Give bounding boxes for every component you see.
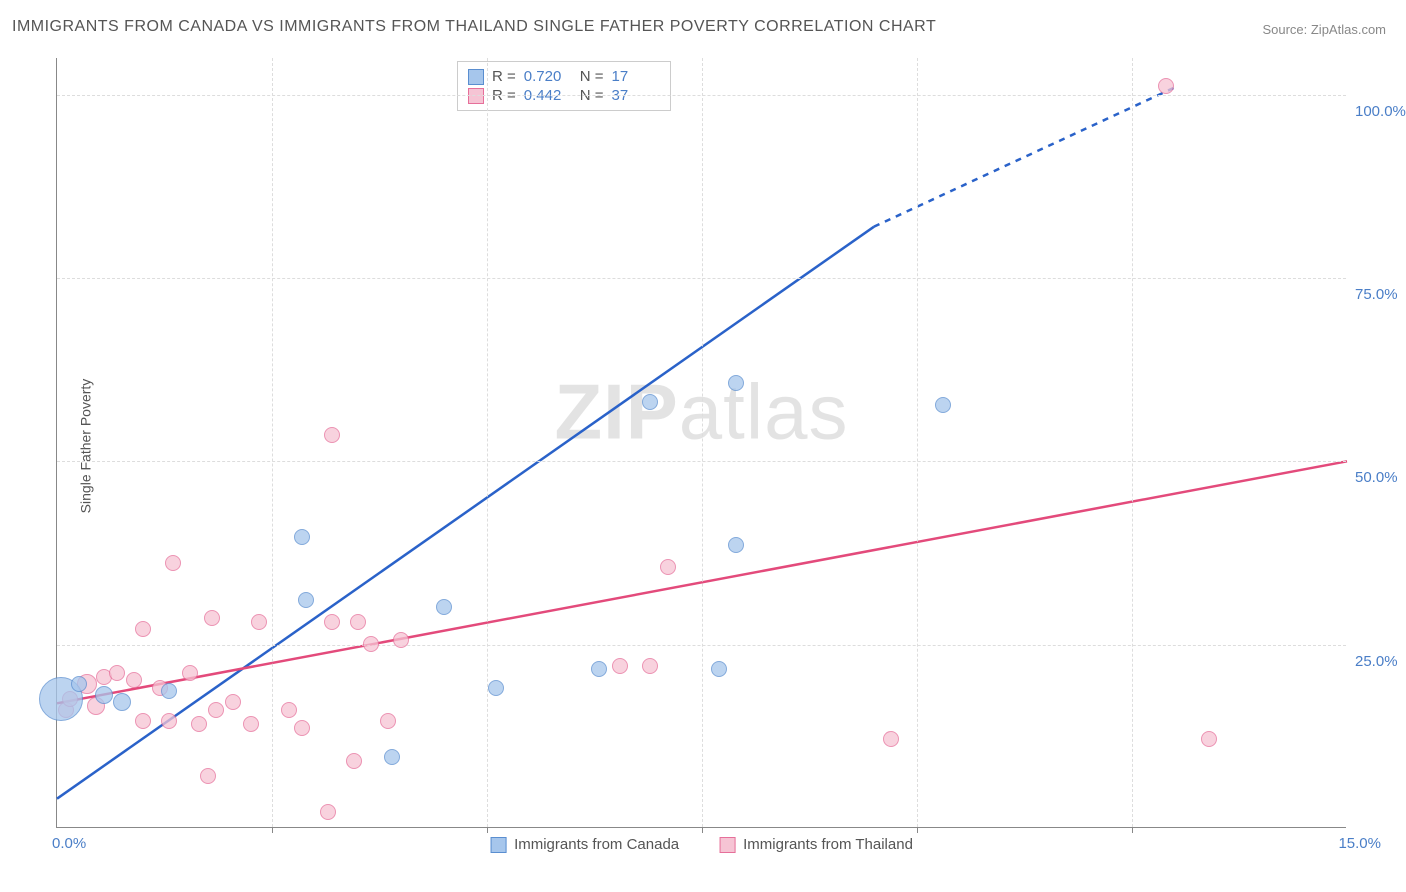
data-point-thailand bbox=[251, 614, 267, 630]
chart-container: IMMIGRANTS FROM CANADA VS IMMIGRANTS FRO… bbox=[0, 0, 1406, 892]
data-point-thailand bbox=[135, 621, 151, 637]
x-tick-end: 15.0% bbox=[1338, 835, 1381, 852]
data-point-canada bbox=[384, 749, 400, 765]
data-point-thailand bbox=[883, 731, 899, 747]
data-point-thailand bbox=[324, 614, 340, 630]
data-point-thailand bbox=[612, 658, 628, 674]
data-point-thailand bbox=[161, 713, 177, 729]
data-point-thailand bbox=[208, 702, 224, 718]
source-attribution: Source: ZipAtlas.com bbox=[1262, 22, 1386, 37]
data-point-thailand bbox=[191, 716, 207, 732]
data-point-thailand bbox=[135, 713, 151, 729]
swatch-canada bbox=[468, 69, 484, 85]
y-tick-label: 25.0% bbox=[1355, 653, 1398, 670]
gridline-v bbox=[1132, 58, 1133, 827]
data-point-canada bbox=[488, 680, 504, 696]
data-point-canada bbox=[298, 592, 314, 608]
data-point-thailand bbox=[363, 636, 379, 652]
data-point-thailand bbox=[324, 427, 340, 443]
data-point-thailand bbox=[660, 559, 676, 575]
legend-item-canada: Immigrants from Canada bbox=[490, 836, 679, 853]
y-tick-label: 50.0% bbox=[1355, 469, 1398, 486]
data-point-thailand bbox=[109, 665, 125, 681]
swatch-canada bbox=[490, 837, 506, 853]
data-point-thailand bbox=[182, 665, 198, 681]
x-tick bbox=[1132, 827, 1133, 833]
data-point-canada bbox=[294, 529, 310, 545]
data-point-thailand bbox=[200, 768, 216, 784]
plot-area: ZIPatlas R = 0.720 N = 17 R = 0.442 N = … bbox=[56, 58, 1346, 828]
x-tick bbox=[487, 827, 488, 833]
data-point-thailand bbox=[294, 720, 310, 736]
chart-title: IMMIGRANTS FROM CANADA VS IMMIGRANTS FRO… bbox=[12, 18, 936, 36]
data-point-thailand bbox=[380, 713, 396, 729]
data-point-canada bbox=[728, 375, 744, 391]
r-label-canada: R = bbox=[492, 68, 516, 85]
swatch-thailand bbox=[719, 837, 735, 853]
data-point-canada bbox=[436, 599, 452, 615]
correlation-legend: R = 0.720 N = 17 R = 0.442 N = 37 bbox=[457, 61, 671, 111]
x-tick bbox=[272, 827, 273, 833]
x-tick bbox=[917, 827, 918, 833]
r-value-canada: 0.720 bbox=[524, 68, 572, 85]
data-point-thailand bbox=[393, 632, 409, 648]
trendline bbox=[874, 87, 1175, 226]
series-legend: Immigrants from Canada Immigrants from T… bbox=[490, 836, 913, 853]
legend-label-thailand: Immigrants from Thailand bbox=[743, 836, 913, 853]
trendline bbox=[57, 227, 874, 799]
y-tick-label: 100.0% bbox=[1355, 103, 1406, 120]
legend-label-canada: Immigrants from Canada bbox=[514, 836, 679, 853]
data-point-canada bbox=[642, 394, 658, 410]
n-label-canada: N = bbox=[580, 68, 604, 85]
data-point-canada bbox=[591, 661, 607, 677]
data-point-thailand bbox=[204, 610, 220, 626]
gridline-v bbox=[487, 58, 488, 827]
gridline-v bbox=[272, 58, 273, 827]
data-point-canada bbox=[95, 686, 113, 704]
data-point-canada bbox=[113, 693, 131, 711]
data-point-canada bbox=[728, 537, 744, 553]
data-point-canada bbox=[161, 683, 177, 699]
data-point-thailand bbox=[346, 753, 362, 769]
data-point-thailand bbox=[243, 716, 259, 732]
data-point-canada bbox=[71, 676, 87, 692]
y-tick-label: 75.0% bbox=[1355, 286, 1398, 303]
x-tick bbox=[702, 827, 703, 833]
data-point-thailand bbox=[642, 658, 658, 674]
n-value-canada: 17 bbox=[612, 68, 660, 85]
data-point-thailand bbox=[1201, 731, 1217, 747]
gridline-v bbox=[917, 58, 918, 827]
x-tick-start: 0.0% bbox=[52, 835, 86, 852]
correlation-legend-row-canada: R = 0.720 N = 17 bbox=[468, 67, 660, 86]
watermark-bold: ZIP bbox=[554, 367, 678, 455]
data-point-canada bbox=[935, 397, 951, 413]
data-point-thailand bbox=[1158, 78, 1174, 94]
watermark-rest: atlas bbox=[679, 367, 849, 455]
data-point-thailand bbox=[165, 555, 181, 571]
data-point-thailand bbox=[320, 804, 336, 820]
data-point-thailand bbox=[350, 614, 366, 630]
data-point-thailand bbox=[225, 694, 241, 710]
gridline-v bbox=[702, 58, 703, 827]
data-point-canada bbox=[711, 661, 727, 677]
legend-item-thailand: Immigrants from Thailand bbox=[719, 836, 913, 853]
data-point-thailand bbox=[281, 702, 297, 718]
data-point-thailand bbox=[126, 672, 142, 688]
